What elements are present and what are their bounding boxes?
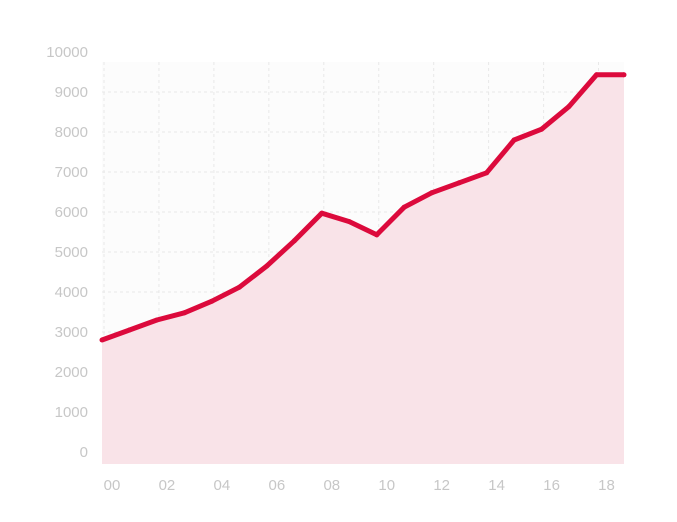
y-tick-label: 8000 bbox=[55, 124, 88, 141]
y-tick-label: 0 bbox=[80, 444, 88, 461]
data-point bbox=[99, 337, 105, 343]
data-point bbox=[484, 170, 490, 176]
y-tick-label: 3000 bbox=[55, 324, 88, 341]
data-point bbox=[374, 232, 380, 238]
data-point bbox=[209, 298, 215, 304]
y-tick-label: 6000 bbox=[55, 204, 88, 221]
x-tick-label: 14 bbox=[488, 477, 505, 494]
y-axis-ticks: 0 1000 2000 3000 4000 5000 6000 7000 8000 9000 100… bbox=[46, 44, 88, 461]
data-point bbox=[319, 210, 325, 216]
data-point bbox=[346, 219, 352, 225]
data-point bbox=[621, 72, 627, 78]
data-point bbox=[539, 126, 545, 132]
data-point bbox=[456, 180, 462, 186]
x-tick-label: 06 bbox=[268, 477, 285, 494]
x-tick-label: 00 bbox=[104, 477, 121, 494]
y-tick-label: 10000 bbox=[46, 44, 88, 61]
y-tick-label: 2000 bbox=[55, 364, 88, 381]
data-point bbox=[126, 327, 132, 333]
x-tick-label: 04 bbox=[214, 477, 231, 494]
y-tick-label: 1000 bbox=[55, 404, 88, 421]
area-fill bbox=[102, 74, 624, 465]
y-tick-label: 4000 bbox=[55, 284, 88, 301]
series-line bbox=[101, 72, 624, 343]
data-point bbox=[429, 190, 435, 196]
x-tick-label: 02 bbox=[159, 477, 176, 494]
data-point bbox=[511, 137, 517, 143]
x-tick-label: 18 bbox=[598, 477, 615, 494]
x-tick-label: 12 bbox=[433, 477, 450, 494]
data-point bbox=[594, 72, 600, 78]
data-point bbox=[401, 204, 407, 210]
x-tick-label: 08 bbox=[323, 477, 340, 494]
x-tick-label: 16 bbox=[543, 477, 560, 494]
y-tick-label: 9000 bbox=[55, 84, 88, 101]
data-point bbox=[154, 317, 160, 323]
x-axis-ticks: 00 02 04 06 08 10 12 14 16 18 bbox=[104, 477, 615, 494]
y-tick-label: 7000 bbox=[55, 164, 88, 181]
data-point bbox=[181, 310, 187, 316]
y-tick-label: 5000 bbox=[55, 244, 88, 261]
data-point bbox=[264, 263, 270, 269]
data-point bbox=[291, 238, 297, 244]
x-tick-label: 10 bbox=[378, 477, 395, 494]
data-point bbox=[566, 103, 572, 109]
data-points bbox=[99, 72, 627, 343]
data-point bbox=[236, 284, 242, 290]
